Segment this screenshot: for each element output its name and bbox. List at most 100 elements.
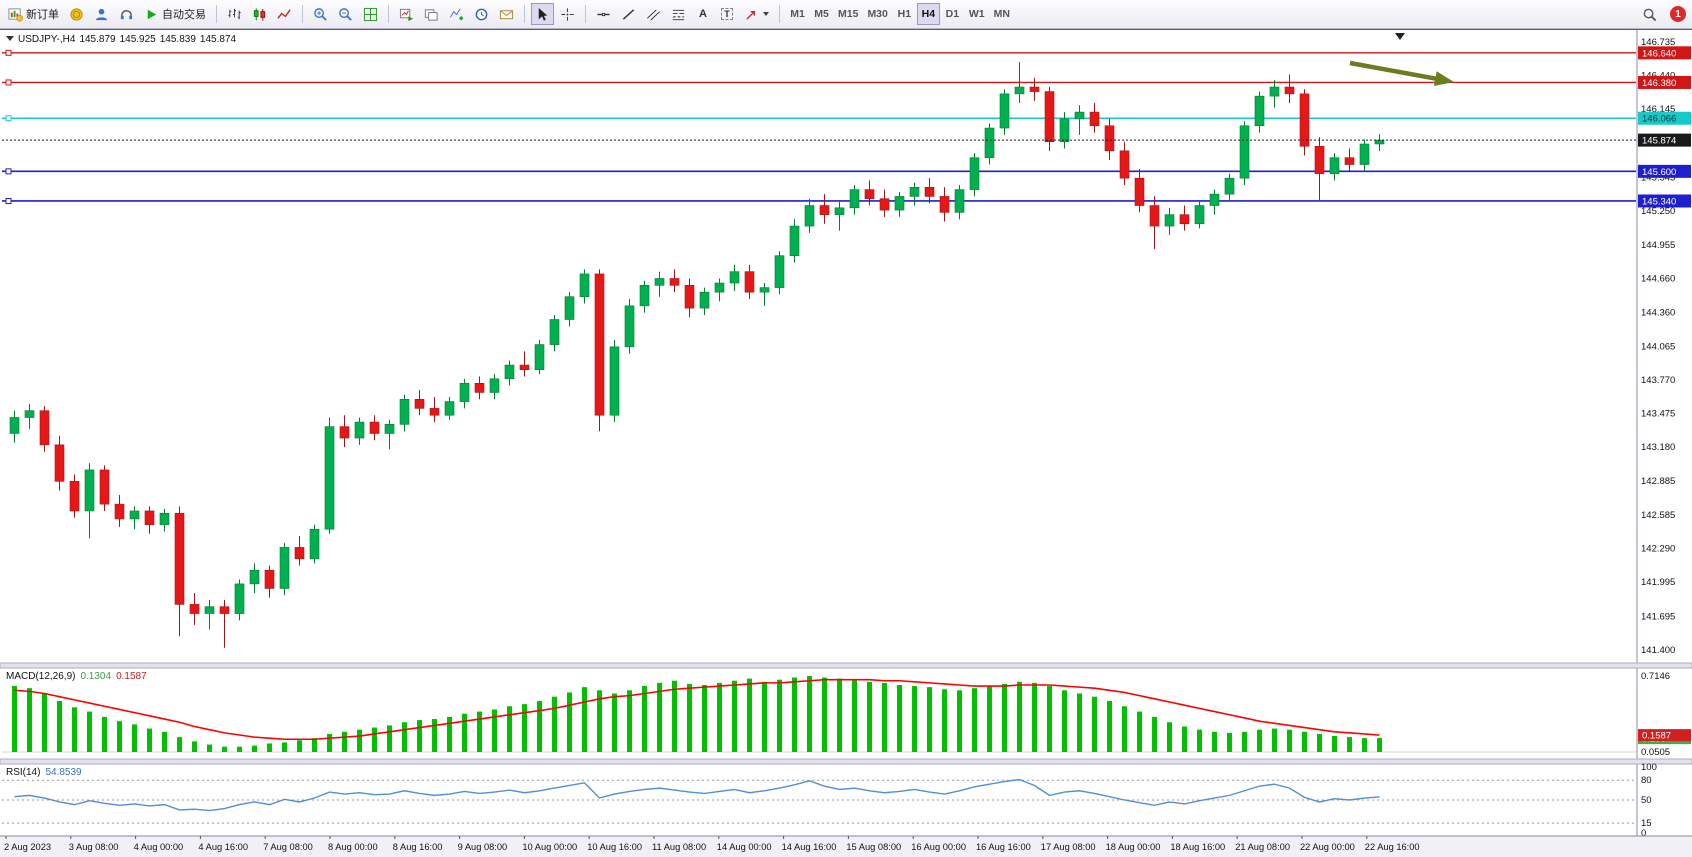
tile-windows-button[interactable] <box>359 3 382 25</box>
timeframe-group: M1 M5 M15 M30 H1 H4 D1 W1 MN <box>786 3 1014 25</box>
arrows-tool-button[interactable] <box>740 3 773 25</box>
svg-text:143.475: 143.475 <box>1641 409 1675 420</box>
svg-text:145.340: 145.340 <box>1642 196 1676 207</box>
svg-text:142.290: 142.290 <box>1641 544 1675 555</box>
deposit-button[interactable] <box>65 3 88 25</box>
new-chart-icon <box>399 8 414 21</box>
auto-trading-label: 自动交易 <box>162 9 206 21</box>
channel-icon <box>647 8 660 20</box>
svg-text:143.770: 143.770 <box>1641 375 1675 386</box>
svg-text:8 Aug 00:00: 8 Aug 00:00 <box>328 842 378 852</box>
support-button[interactable] <box>115 3 138 25</box>
chart-canvas[interactable]: 146.735146.440146.145145.850145.545145.2… <box>0 30 1692 857</box>
panel-separator[interactable] <box>0 758 1692 765</box>
svg-text:4 Aug 16:00: 4 Aug 16:00 <box>198 842 248 852</box>
timeframe-button-H1[interactable]: H1 <box>893 3 916 25</box>
search-button[interactable] <box>1638 3 1661 25</box>
person-icon <box>95 8 108 20</box>
text-tool-glyph: A <box>699 8 707 20</box>
profiles-button[interactable] <box>420 3 443 25</box>
svg-text:10 Aug 00:00: 10 Aug 00:00 <box>522 842 577 852</box>
cursor-button[interactable] <box>531 3 554 25</box>
crosshair-icon <box>561 7 574 21</box>
svg-text:146.640: 146.640 <box>1642 48 1676 59</box>
svg-text:142.585: 142.585 <box>1641 510 1675 521</box>
toolbar: 新订单 自动交易 <box>0 0 1692 29</box>
trendline-tool-button[interactable] <box>617 3 640 25</box>
templates-button[interactable] <box>495 3 518 25</box>
panel-separator[interactable] <box>0 662 1692 669</box>
timeframe-button-D1[interactable]: D1 <box>941 3 964 25</box>
line-chart-button[interactable] <box>273 3 296 25</box>
zoom-out-button[interactable] <box>334 3 357 25</box>
chart-window: 146.735146.440146.145145.850145.545145.2… <box>0 29 1692 857</box>
svg-text:144.660: 144.660 <box>1641 273 1675 284</box>
candles-layer <box>9 61 1385 648</box>
price-tag-146.380: 146.380 <box>1638 75 1691 89</box>
channel-tool-button[interactable] <box>642 3 665 25</box>
line-chart-icon <box>277 8 291 19</box>
zoom-in-icon <box>314 7 327 21</box>
timeframe-button-H4[interactable]: H4 <box>916 3 940 25</box>
macd-signal-line <box>14 678 1380 741</box>
crosshair-button[interactable] <box>556 3 579 25</box>
svg-text:15: 15 <box>1641 818 1652 829</box>
svg-text:50: 50 <box>1641 795 1652 806</box>
indicator-plus-icon <box>450 8 464 20</box>
clock-icon <box>475 8 488 20</box>
svg-text:3 Aug 08:00: 3 Aug 08:00 <box>69 842 119 852</box>
price-tag-145.874: 145.874 <box>1638 133 1691 147</box>
toolbar-separator <box>779 5 780 23</box>
zoom-in-button[interactable] <box>309 3 332 25</box>
timeframe-button-M1[interactable]: M1 <box>786 3 809 25</box>
svg-text:8 Aug 16:00: 8 Aug 16:00 <box>393 842 443 852</box>
trend-arrow-annotation[interactable] <box>1349 60 1454 86</box>
svg-text:18 Aug 16:00: 18 Aug 16:00 <box>1170 842 1225 852</box>
bar-chart-button[interactable] <box>223 3 246 25</box>
svg-text:80: 80 <box>1641 775 1652 786</box>
svg-text:17 Aug 08:00: 17 Aug 08:00 <box>1041 842 1096 852</box>
text-tool-button[interactable]: A <box>692 3 714 25</box>
dropdown-caret-icon <box>763 12 769 16</box>
svg-text:7 Aug 08:00: 7 Aug 08:00 <box>263 842 313 852</box>
svg-text:16 Aug 16:00: 16 Aug 16:00 <box>976 842 1031 852</box>
candlestick-chart-button[interactable] <box>248 3 271 25</box>
label-tool-button[interactable]: T <box>716 3 738 25</box>
svg-text:0.0505: 0.0505 <box>1641 747 1670 758</box>
timeframe-button-M15[interactable]: M15 <box>834 3 862 25</box>
account-button[interactable] <box>90 3 113 25</box>
svg-text:145.545: 145.545 <box>1641 173 1675 184</box>
svg-text:18 Aug 00:00: 18 Aug 00:00 <box>1106 842 1161 852</box>
svg-text:141.695: 141.695 <box>1641 611 1675 622</box>
toolbar-separator <box>302 5 303 23</box>
timeframe-button-M30[interactable]: M30 <box>863 3 891 25</box>
svg-text:141.400: 141.400 <box>1641 645 1675 656</box>
windows-icon <box>424 8 438 21</box>
notification-badge[interactable]: 1 <box>1670 6 1686 22</box>
label-tool-glyph: T <box>721 8 733 20</box>
svg-text:146.380: 146.380 <box>1642 78 1676 89</box>
auto-trading-button[interactable]: 自动交易 <box>140 3 210 25</box>
chart-shift-marker[interactable] <box>1395 33 1405 40</box>
hline-tool-button[interactable] <box>592 3 615 25</box>
svg-text:146.066: 146.066 <box>1642 114 1676 125</box>
price-tag-145.600: 145.600 <box>1638 164 1691 178</box>
timeframe-button-M5[interactable]: M5 <box>810 3 833 25</box>
cursor-icon <box>538 7 548 21</box>
new-chart-button[interactable] <box>395 3 418 25</box>
timeframe-button-W1[interactable]: W1 <box>965 3 989 25</box>
period-clock-button[interactable] <box>470 3 493 25</box>
fibonacci-tool-button[interactable] <box>667 3 690 25</box>
toolbar-separator <box>216 5 217 23</box>
indicators-button[interactable] <box>445 3 468 25</box>
svg-text:9 Aug 08:00: 9 Aug 08:00 <box>458 842 508 852</box>
candlestick-icon <box>253 7 266 21</box>
timeframe-button-MN[interactable]: MN <box>990 3 1014 25</box>
svg-text:141.995: 141.995 <box>1641 577 1675 588</box>
tile-grid-icon <box>363 7 378 21</box>
svg-text:0.7146: 0.7146 <box>1641 671 1670 682</box>
new-order-button[interactable]: 新订单 <box>4 3 63 25</box>
svg-text:4 Aug 00:00: 4 Aug 00:00 <box>134 842 184 852</box>
toolbar-separator <box>524 5 525 23</box>
price-tag-146.640: 146.640 <box>1638 46 1691 60</box>
